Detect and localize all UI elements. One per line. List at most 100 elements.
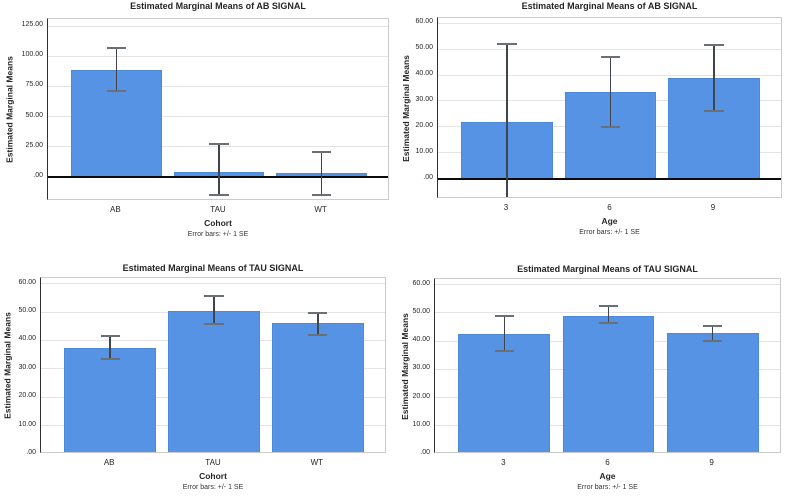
x-tick-label-9: 9: [709, 458, 714, 467]
error-bar-cap: [100, 335, 120, 338]
y-tick-label: .00: [420, 449, 430, 456]
error-bar-9: [713, 45, 715, 112]
x-tick-label-9: 9: [710, 203, 716, 212]
x-tick-label-6: 6: [607, 203, 612, 212]
error-bar-AB: [109, 336, 111, 359]
error-bar-cap: [494, 349, 515, 352]
y-tick-label: 30.00: [415, 95, 433, 103]
bar-9: [668, 77, 760, 179]
y-tick-label: 60.00: [18, 278, 36, 286]
bar-TAU: [168, 310, 260, 452]
chart-title: Estimated Marginal Means of TAU SIGNAL: [122, 263, 304, 273]
error-bar-cap: [598, 305, 619, 308]
x-axis-label: Age: [601, 216, 618, 226]
error-bars-caption: Error bars: +/- 1 SE: [577, 484, 638, 491]
gridline: [438, 22, 781, 24]
error-bar-cap: [204, 295, 224, 298]
y-tick-label: 50.00: [412, 307, 430, 315]
y-tick-label: .00: [26, 449, 36, 456]
error-bar-cap: [312, 193, 332, 196]
error-bar-9: [711, 325, 714, 342]
y-tick-label: 20.00: [18, 392, 36, 400]
error-bar-cap: [704, 44, 724, 47]
error-bar-cap: [100, 357, 120, 360]
chart-panel-tau-signal-by-cohort: Estimated Marginal Means of TAU SIGNAL E…: [0, 250, 400, 502]
error-bar-TAU: [218, 143, 220, 195]
chart-panel-ab-signal-by-age: Estimated Marginal Means of AB SIGNAL Es…: [400, 0, 800, 250]
gridline: [41, 283, 385, 285]
zero-axis-line: [48, 175, 388, 178]
y-tick-label: 75.00: [25, 81, 43, 89]
y-tick-label: 30.00: [18, 363, 36, 371]
error-bar-cap: [598, 321, 619, 324]
y-tick-label: 10.00: [412, 420, 430, 428]
x-tick-label-6: 6: [605, 458, 610, 467]
chart-panel-tau-signal-by-age: Estimated Marginal Means of TAU SIGNAL E…: [400, 250, 800, 502]
zero-axis-line: [435, 452, 780, 453]
error-bar-6: [609, 56, 612, 127]
error-bar-WT: [317, 312, 319, 335]
bar-AB: [64, 347, 157, 452]
gridline: [48, 55, 388, 57]
y-tick-label: 60.00: [412, 279, 430, 287]
y-tick-label: .00: [33, 171, 43, 179]
error-bar-cap: [209, 142, 229, 145]
error-bar-WT: [320, 151, 323, 195]
gridline: [438, 74, 781, 76]
error-bar-cap: [209, 193, 229, 196]
gridline: [435, 284, 780, 286]
x-tick-label-AB: AB: [103, 458, 115, 467]
y-tick-label: 10.00: [18, 420, 36, 428]
error-bar-cap: [494, 314, 515, 317]
error-bar-cap: [497, 42, 517, 45]
error-bar-AB: [115, 47, 118, 92]
x-tick-label-3: 3: [503, 203, 509, 212]
plot-area: [40, 277, 386, 453]
error-bar-6: [607, 306, 610, 323]
error-bar-cap: [312, 150, 332, 153]
bar-9: [666, 333, 759, 452]
error-bars-caption: Error bars: +/- 1 SE: [579, 229, 640, 236]
plot-area: [437, 17, 782, 198]
zero-axis-line: [438, 177, 781, 180]
error-bar-3: [506, 43, 508, 197]
x-tick-label-TAU: TAU: [205, 458, 221, 467]
error-bar-cap: [702, 324, 723, 327]
x-axis-label: Cohort: [204, 218, 232, 228]
error-bars-caption: Error bars: +/- 1 SE: [187, 231, 249, 238]
bar-6: [562, 315, 655, 452]
y-tick-label: 10.00: [415, 147, 433, 155]
error-bar-cap: [308, 311, 328, 314]
chart-title: Estimated Marginal Means of AB SIGNAL: [130, 1, 306, 11]
error-bars-caption: Error bars: +/- 1 SE: [182, 484, 244, 491]
y-tick-label: 30.00: [412, 364, 430, 372]
error-bar-cap: [204, 322, 224, 325]
y-tick-label: 125.00: [21, 21, 43, 29]
gridline: [435, 312, 780, 314]
y-tick-label: 20.00: [412, 392, 430, 400]
x-tick-label-TAU: TAU: [210, 205, 226, 214]
gridline: [48, 25, 388, 27]
y-tick-label: 50.00: [25, 111, 43, 119]
y-tick-label: 60.00: [415, 18, 433, 26]
gridline: [48, 85, 388, 87]
chart-title: Estimated Marginal Means of TAU SIGNAL: [517, 264, 698, 274]
y-tick-label: 50.00: [415, 44, 433, 52]
gridline: [48, 146, 388, 148]
error-bar-cap: [704, 110, 724, 113]
error-bar-cap: [600, 125, 621, 128]
y-tick-label: .00: [423, 173, 433, 181]
y-tick-label: 25.00: [25, 141, 43, 149]
y-tick-label: 100.00: [21, 51, 43, 59]
bar-WT: [271, 323, 364, 452]
bar-3: [458, 334, 551, 452]
y-tick-label: 50.00: [18, 307, 36, 315]
error-bar-TAU: [213, 296, 215, 324]
x-axis-label: Cohort: [199, 471, 227, 481]
x-tick-label-WT: WT: [314, 205, 327, 214]
y-tick-label: 40.00: [412, 336, 430, 344]
gridline: [438, 48, 781, 50]
x-tick-label-3: 3: [501, 458, 506, 467]
error-bar-cap: [497, 197, 516, 198]
